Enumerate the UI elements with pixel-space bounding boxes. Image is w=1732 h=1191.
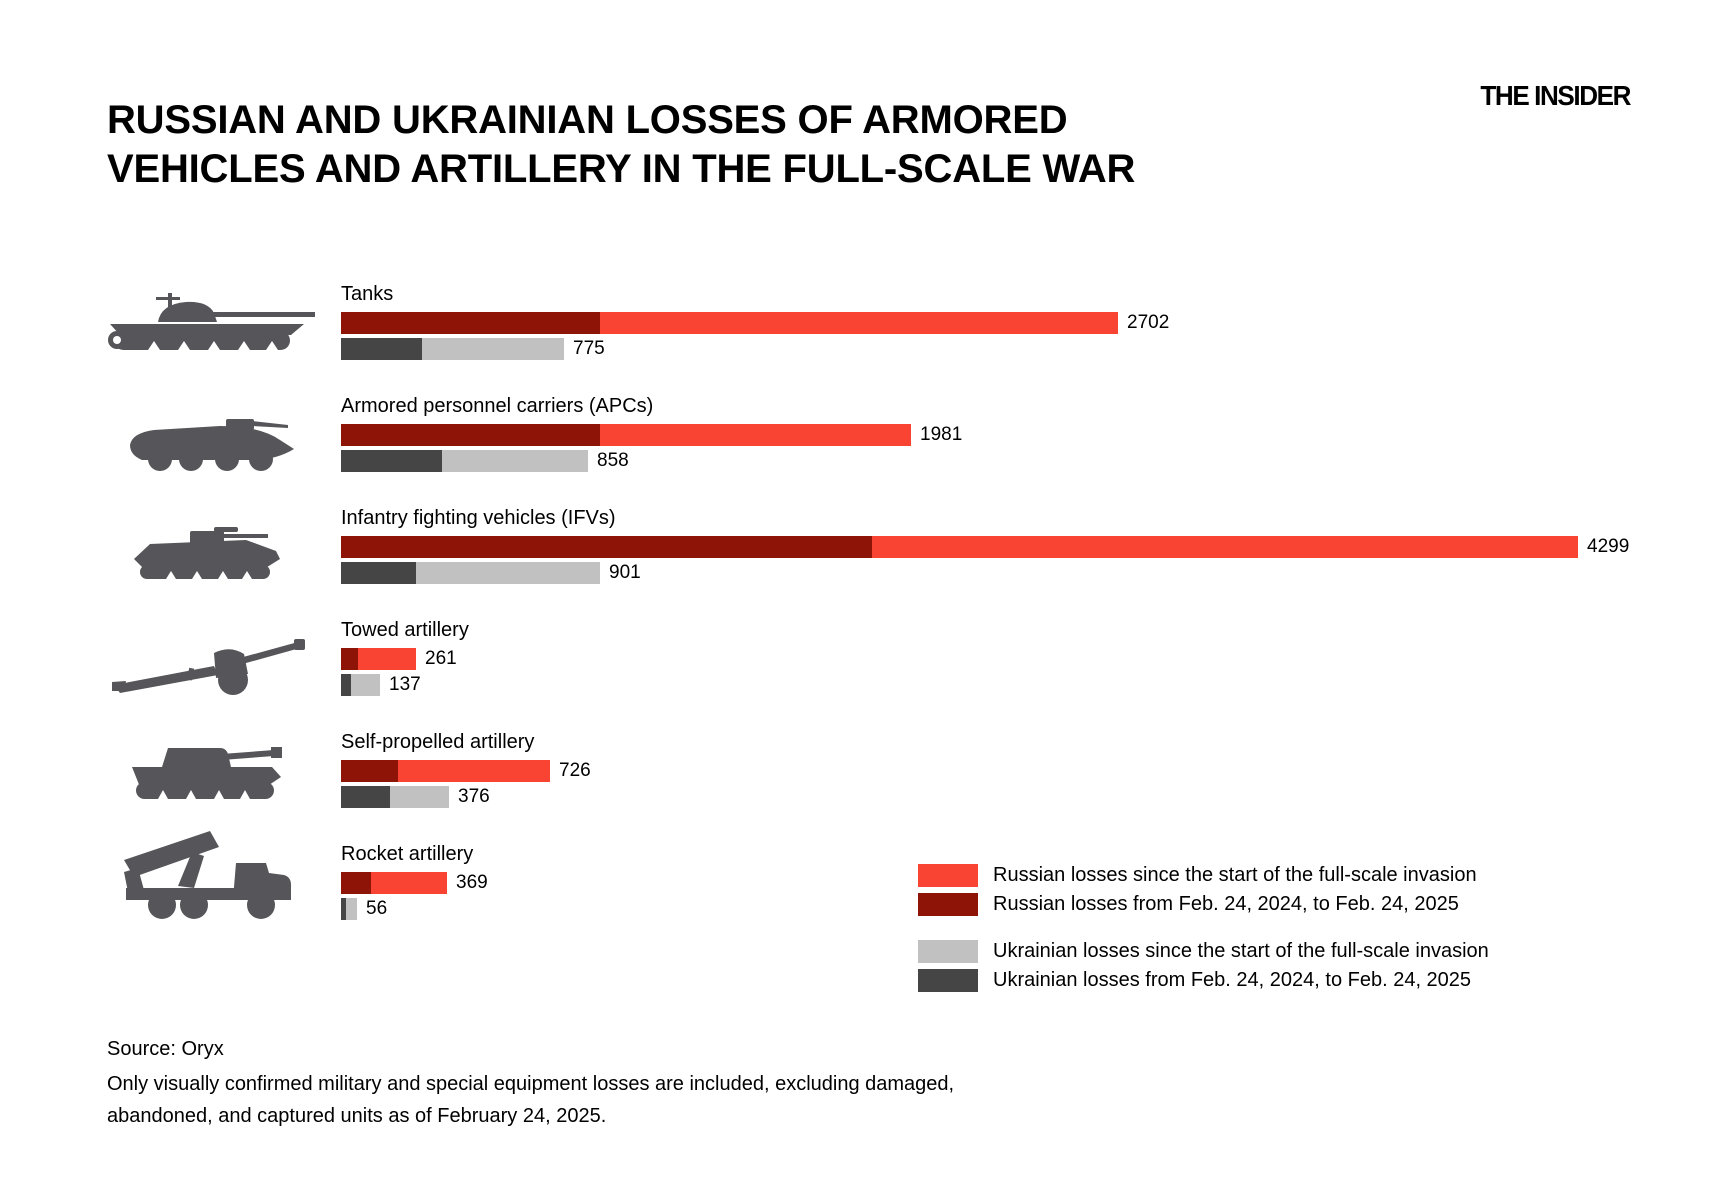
category-label: Armored personnel carriers (APCs): [341, 395, 654, 417]
legend-swatch-ukrainian-total: [918, 940, 978, 963]
legend-swatch-russian-year: [918, 893, 978, 916]
russian-total-bar: [341, 760, 550, 782]
ukrainian-bar-line: 137: [341, 674, 469, 696]
russian-total-value: 4299: [1587, 536, 1630, 557]
russian-total-bar: [341, 424, 911, 446]
russian-year-bar: [341, 312, 600, 334]
category-label: Self-propelled artillery: [341, 731, 535, 753]
ifv-icon: [134, 527, 280, 579]
ukrainian-total-value: 901: [609, 562, 641, 583]
russian-bar-line: 261: [341, 648, 469, 670]
ukrainian-bar-line: 376: [341, 786, 591, 808]
russian-total-bar: [341, 648, 416, 670]
chart-row: Tanks 2702 775: [341, 283, 1169, 364]
russian-bar-line: 2702: [341, 312, 1169, 334]
legend-label-ukrainian-total: Ukrainian losses since the start of the …: [993, 940, 1489, 962]
source-block: Source: Oryx Only visually confirmed mil…: [107, 1033, 1012, 1132]
legend-group-ukrainian: Ukrainian losses since the start of the …: [918, 940, 1489, 992]
ukrainian-bar-line: 56: [341, 898, 488, 920]
tank-icon: [108, 293, 315, 350]
ukrainian-total-value: 137: [389, 674, 421, 695]
russian-bar-line: 4299: [341, 536, 1629, 558]
chart-row: Towed artillery 261 137: [341, 619, 469, 700]
russian-year-bar: [341, 760, 398, 782]
ukrainian-total-bar: [341, 786, 449, 808]
rocket-artillery-icon: [124, 831, 291, 919]
page-title-line-2: VEHICLES AND ARTILLERY IN THE FULL-SCALE…: [107, 147, 1136, 191]
legend: Russian losses since the start of the fu…: [918, 864, 1489, 1016]
legend-label-russian-year: Russian losses from Feb. 24, 2024, to Fe…: [993, 893, 1459, 915]
russian-total-value: 1981: [920, 424, 963, 445]
legend-item-russian-year: Russian losses from Feb. 24, 2024, to Fe…: [918, 893, 1489, 916]
category-label: Infantry fighting vehicles (IFVs): [341, 507, 616, 529]
legend-label-ukrainian-year: Ukrainian losses from Feb. 24, 2024, to …: [993, 969, 1472, 991]
russian-year-bar: [341, 424, 600, 446]
page-title-line-1: RUSSIAN AND UKRAINIAN LOSSES OF ARMORED: [107, 98, 1068, 142]
source-label: Source: Oryx: [107, 1038, 224, 1060]
chart-row: Armored personnel carriers (APCs) 1981 8…: [341, 395, 962, 476]
page-title: RUSSIAN AND UKRAINIAN LOSSES OF ARMORED …: [107, 96, 1135, 194]
ukrainian-year-bar: [341, 786, 390, 808]
ukrainian-year-bar: [341, 450, 442, 472]
ukrainian-year-bar: [341, 898, 346, 920]
ukrainian-bar-line: 775: [341, 338, 1169, 360]
russian-bar-line: 726: [341, 760, 591, 782]
category-label: Tanks: [341, 283, 394, 305]
chart-row: Self-propelled artillery 726 376: [341, 731, 591, 812]
russian-bar-line: 1981: [341, 424, 962, 446]
russian-year-bar: [341, 648, 358, 670]
ukrainian-year-bar: [341, 562, 416, 584]
russian-total-bar: [341, 312, 1118, 334]
legend-group-russian: Russian losses since the start of the fu…: [918, 864, 1489, 916]
russian-total-value: 2702: [1127, 312, 1170, 333]
ukrainian-total-bar: [341, 562, 600, 584]
ukrainian-total-value: 56: [366, 898, 388, 919]
chart-row: Rocket artillery 369 56: [341, 843, 488, 924]
note-text: Only visually confirmed military and spe…: [107, 1073, 955, 1127]
russian-total-value: 261: [425, 648, 457, 669]
russian-total-bar: [341, 536, 1578, 558]
category-label: Rocket artillery: [341, 843, 474, 865]
legend-label-russian-total: Russian losses since the start of the fu…: [993, 864, 1477, 886]
towed-artillery-icon: [112, 639, 305, 695]
ukrainian-total-bar: [341, 898, 357, 920]
apc-icon: [130, 419, 294, 471]
ukrainian-total-bar: [341, 674, 380, 696]
russian-total-value: 369: [456, 872, 488, 893]
legend-item-ukrainian-year: Ukrainian losses from Feb. 24, 2024, to …: [918, 969, 1489, 992]
self-propelled-artillery-icon: [132, 747, 282, 799]
ukrainian-total-value: 858: [597, 450, 629, 471]
chart-row: Infantry fighting vehicles (IFVs) 4299 9…: [341, 507, 1629, 588]
the-insider-logo: THE INSIDER: [1480, 80, 1631, 111]
ukrainian-bar-line: 858: [341, 450, 962, 472]
ukrainian-total-value: 376: [458, 786, 490, 807]
ukrainian-year-bar: [341, 338, 422, 360]
russian-year-bar: [341, 536, 872, 558]
russian-bar-line: 369: [341, 872, 488, 894]
ukrainian-total-value: 775: [573, 338, 605, 359]
ukrainian-bar-line: 901: [341, 562, 1629, 584]
category-label: Towed artillery: [341, 619, 469, 641]
legend-item-ukrainian-total: Ukrainian losses since the start of the …: [918, 940, 1489, 963]
legend-swatch-russian-total: [918, 864, 978, 887]
legend-swatch-ukrainian-year: [918, 969, 978, 992]
russian-total-bar: [341, 872, 447, 894]
ukrainian-total-bar: [341, 338, 564, 360]
ukrainian-year-bar: [341, 674, 351, 696]
ukrainian-total-bar: [341, 450, 588, 472]
russian-total-value: 726: [559, 760, 591, 781]
russian-year-bar: [341, 872, 371, 894]
legend-item-russian-total: Russian losses since the start of the fu…: [918, 864, 1489, 887]
